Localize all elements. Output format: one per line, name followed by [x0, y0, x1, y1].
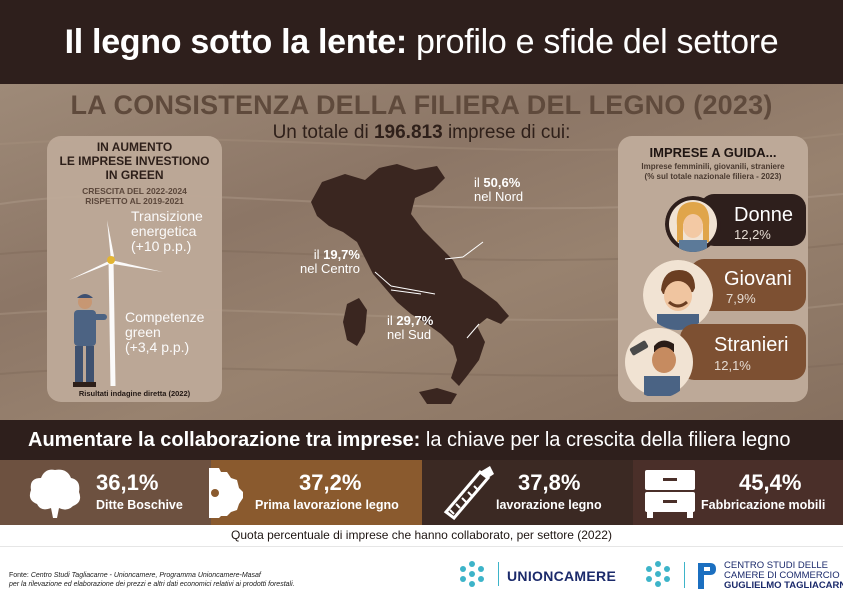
foreign-worker-avatar-icon: [625, 328, 693, 396]
source-line-2: per la rilevazione ed elaborazione dei p…: [9, 581, 295, 588]
metric1-line-1: Transizione: [131, 208, 203, 224]
north-text: nel Nord: [474, 189, 524, 204]
leadership-sub-1: Imprese femminili, giovanili, straniere: [641, 162, 785, 171]
green-skills-metric: Competenze green (+3,4 p.p.): [125, 310, 204, 355]
total-count: 196.813: [373, 122, 443, 143]
tag-line-3: GUGLIELMO TAGLIACARNE: [724, 580, 843, 591]
sector-lavorazione-legno: 37,8% lavorazione legno: [422, 460, 633, 525]
center-label: il 19,7% nel Centro: [300, 248, 360, 276]
prima-lavorazione-value: 37,2%: [299, 470, 362, 495]
donne-label: Donne: [734, 204, 793, 226]
heading-line-1: IN AUMENTO: [96, 140, 173, 154]
source-label: Fonte:: [9, 572, 29, 579]
cabinet-icon: [645, 470, 695, 518]
center-text: nel Centro: [300, 261, 360, 276]
green-panel-subheading: CRESCITA DEL 2022-2024 RISPETTO AL 2019-…: [47, 186, 222, 206]
energy-transition-metric: Transizione energetica (+10 p.p.): [131, 209, 203, 254]
metric2-line-1: Competenze: [125, 309, 205, 325]
collaboration-note: Quota percentuale di imprese che hanno c…: [0, 525, 843, 546]
unioncamere-logo[interactable]: UNIONCAMERE: [454, 559, 616, 589]
survey-note: Risultati indagine diretta (2022): [78, 389, 191, 398]
worker-icon: [73, 294, 107, 387]
source-note: Fonte: Centro Studi Tagliacarne - Unionc…: [9, 571, 295, 589]
lavorazione-legno-name: lavorazione legno: [496, 498, 602, 512]
tagliacarne-name: CENTRO STUDI DELLE CAMERE DI COMMERCIO G…: [724, 561, 843, 591]
tree-icon: [29, 469, 81, 518]
metric2-line-3: (+3,4 p.p.): [125, 339, 190, 355]
collab-bold: Aumentare la collaborazione tra imprese:: [28, 429, 421, 451]
fabbricazione-mobili-name: Fabbricazione mobili: [701, 498, 826, 512]
stranieri-label: Stranieri: [714, 334, 789, 356]
south-value: 29,7%: [396, 313, 434, 328]
donne-value: 12,2%: [734, 227, 771, 242]
heading-line-2: LE IMPRESE INVESTIONO: [59, 154, 210, 168]
north-label: il 50,6% nel Nord: [474, 176, 523, 204]
hero-title: LA CONSISTENZA DELLA FILIERA DEL LEGNO (…: [70, 90, 773, 120]
sector-fabbricazione-mobili: 45,4% Fabbricazione mobili: [633, 460, 843, 525]
fabbricazione-mobili-value: 45,4%: [739, 470, 802, 495]
hero-section: LA CONSISTENZA DELLA FILIERA DEL LEGNO (…: [0, 84, 843, 420]
saw-blade-icon: [209, 468, 243, 518]
donne-pill: Donne 12,2%: [700, 194, 806, 246]
tag-line-1: CENTRO STUDI DELLE: [724, 560, 828, 571]
tagliacarne-emblem-icon: [646, 561, 670, 587]
tag-line-2: CAMERE DI COMMERCIO: [724, 570, 840, 581]
south-prefix: il: [387, 313, 393, 328]
giovani-value: 7,9%: [726, 291, 756, 306]
collaboration-title: Aumentare la collaborazione tra imprese:…: [28, 429, 791, 452]
tagliacarne-mark-icon: [698, 563, 716, 589]
title-light: profilo e sfide del settore: [416, 23, 779, 61]
south-label: il 29,7% nel Sud: [387, 314, 433, 342]
stranieri-value: 12,1%: [714, 358, 751, 373]
tagliacarne-logo[interactable]: CENTRO STUDI DELLE CAMERE DI COMMERCIO G…: [640, 559, 843, 593]
leadership-heading: IMPRESE A GUIDA...: [649, 145, 777, 160]
heading-line-3: IN GREEN: [105, 168, 164, 182]
lavorazione-legno-value: 37,8%: [518, 470, 581, 495]
sector-ditte-boschive: 36,1% Ditte Boschive: [0, 460, 211, 525]
subtitle-suffix: imprese di cui:: [447, 122, 571, 143]
metric2-line-2: green: [125, 324, 161, 340]
south-text: nel Sud: [387, 327, 432, 342]
collaboration-band: Aumentare la collaborazione tra imprese:…: [0, 420, 843, 460]
source-line-1: Centro Studi Tagliacarne - Unioncamere, …: [30, 572, 261, 579]
wind-turbine-icon: [69, 220, 163, 387]
unioncamere-name: UNIONCAMERE: [507, 568, 617, 584]
woman-avatar-icon: [665, 196, 721, 252]
young-man-avatar-icon: [643, 260, 713, 330]
hand-saw-icon: [443, 466, 494, 520]
green-investment-panel: IN AUMENTO LE IMPRESE INVESTIONO IN GREE…: [47, 136, 222, 402]
ditte-boschive-name: Ditte Boschive: [96, 498, 183, 512]
collab-light: la chiave per la crescita della filiera …: [425, 429, 791, 451]
title-bold: Il legno sotto la lente:: [64, 23, 408, 61]
italy-map: [311, 164, 509, 404]
hero-subtitle: Un totale di 196.813 imprese di cui:: [0, 122, 843, 144]
north-prefix: il: [474, 175, 480, 190]
giovani-label: Giovani: [724, 268, 792, 290]
center-prefix: il: [313, 247, 320, 262]
footer: Fonte: Centro Studi Tagliacarne - Unionc…: [0, 546, 843, 598]
green-panel-heading: IN AUMENTO LE IMPRESE INVESTIONO IN GREE…: [47, 140, 222, 182]
subtitle-prefix: Un totale di: [272, 122, 369, 143]
page-title: Il legno sotto la lente: profilo e sfide…: [0, 22, 843, 62]
sub-line-1: CRESCITA DEL 2022-2024: [82, 186, 187, 196]
leadership-subheading: Imprese femminili, giovanili, straniere …: [618, 162, 808, 182]
metric1-line-3: (+10 p.p.): [131, 238, 192, 254]
sector-prima-lavorazione: 37,2% Prima lavorazione legno: [209, 460, 422, 525]
unioncamere-emblem-icon: [460, 561, 484, 587]
header-band: Il legno sotto la lente: profilo e sfide…: [0, 0, 843, 84]
center-value: 19,7%: [323, 247, 360, 262]
north-value: 50,6%: [483, 175, 521, 190]
sub-line-2: RISPETTO AL 2019-2021: [85, 196, 184, 206]
prima-lavorazione-name: Prima lavorazione legno: [255, 498, 399, 512]
ditte-boschive-value: 36,1%: [96, 470, 159, 495]
metric1-line-2: energetica: [131, 223, 197, 239]
leadership-sub-2: (% sul totale nazionale filiera - 2023): [644, 172, 782, 181]
stranieri-pill: Stranieri 12,1%: [680, 324, 806, 380]
